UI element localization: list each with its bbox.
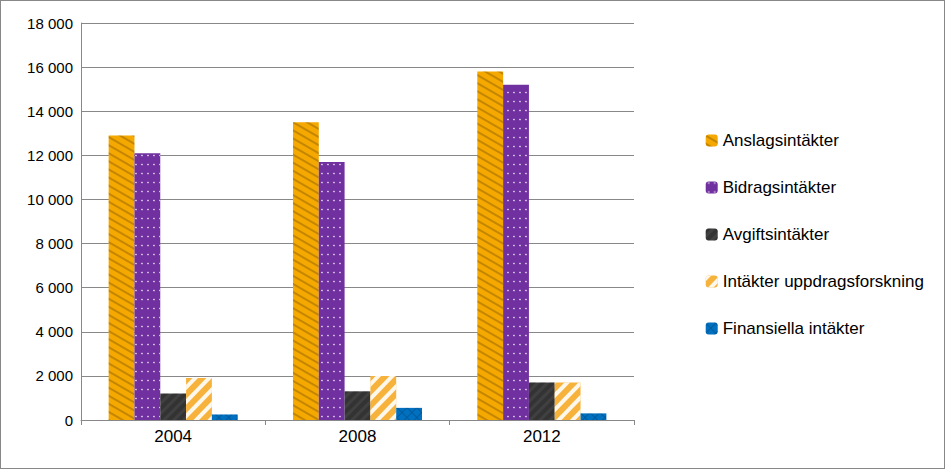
svg-text:Anslagsintäkter: Anslagsintäkter [723,131,840,150]
svg-text:Intäkter uppdragsforskning: Intäkter uppdragsforskning [723,272,924,291]
svg-text:14 000: 14 000 [27,103,73,120]
svg-text:Finansiella intäkter: Finansiella intäkter [723,319,865,338]
svg-text:2 000: 2 000 [35,367,73,384]
svg-text:2012: 2012 [523,427,561,446]
svg-text:6 000: 6 000 [35,279,73,296]
svg-text:16 000: 16 000 [27,59,73,76]
svg-text:12 000: 12 000 [27,147,73,164]
svg-text:Bidragsintäkter: Bidragsintäkter [723,178,837,197]
svg-text:4 000: 4 000 [35,323,73,340]
svg-text:8 000: 8 000 [35,235,73,252]
svg-text:10 000: 10 000 [27,191,73,208]
svg-text:2004: 2004 [154,427,192,446]
svg-text:2008: 2008 [339,427,377,446]
svg-text:0: 0 [65,412,73,429]
svg-text:18 000: 18 000 [27,15,73,32]
svg-text:Avgiftsintäkter: Avgiftsintäkter [723,225,830,244]
